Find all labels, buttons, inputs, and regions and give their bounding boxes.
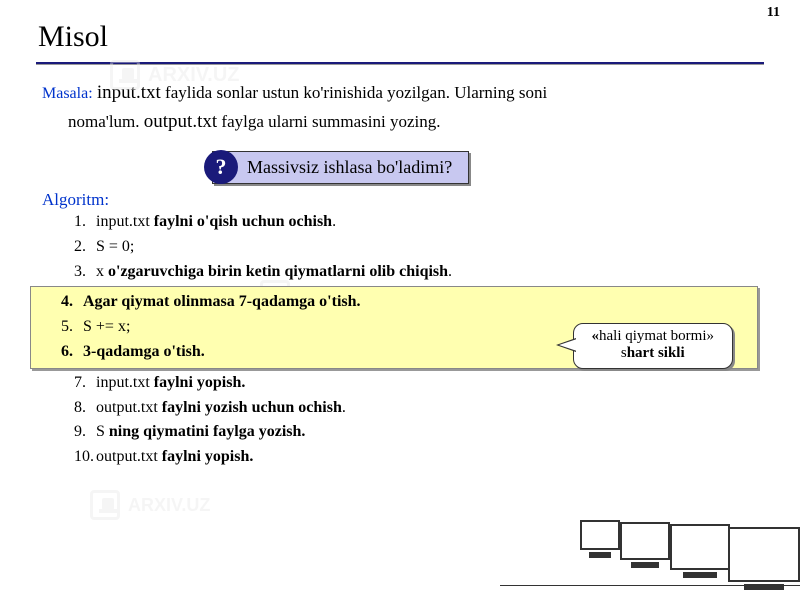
algorithm-steps: 3.x o'zgaruvchiga birin ketin qiymatlarn… (42, 260, 758, 285)
callout-box: Massivsiz ishlasa bo'ladimi? (212, 151, 469, 184)
step: 7.input.txt faylni yopish. (68, 371, 758, 396)
algorithm-label: Algoritm: (42, 190, 758, 210)
step: 2.S = 0; (68, 235, 758, 260)
algorithm-steps: 7.input.txt faylni yopish. (42, 371, 758, 396)
monitor-icon (728, 527, 800, 582)
step: 4.Agar qiymat olinmasa 7-qadamga o'tish. (55, 290, 747, 315)
watermark: ARXIV.UZ (110, 60, 240, 90)
speech-bubble: «hali qiymat bormi» shart sikli (573, 323, 733, 369)
content-area: Masala: input.txt faylida sonlar ustun k… (0, 65, 800, 470)
problem-file2: output.txt (144, 111, 217, 132)
decorative-monitors (540, 505, 800, 600)
monitor-icon (580, 520, 620, 550)
problem-text: noma'lum. (68, 112, 140, 131)
step: 8.output.txt faylni yozish uchun ochish. (68, 396, 758, 421)
step: 10.output.txt faylni yopish. (68, 445, 758, 470)
question-icon: ? (204, 150, 238, 184)
callout: ? Massivsiz ishlasa bo'ladimi? (192, 150, 758, 184)
problem-label: Masala: (42, 85, 93, 102)
algorithm-steps: 8.output.txt faylni yozish uchun ochish.… (42, 396, 758, 470)
algorithm-steps: 1.input.txt faylni o'qish uchun ochish. … (42, 210, 758, 260)
highlight-loop-box: 4.Agar qiymat olinmasa 7-qadamga o'tish.… (30, 286, 758, 368)
page-number: 11 (767, 5, 780, 21)
monitor-icon (670, 524, 730, 570)
monitor-icon (620, 522, 670, 560)
slide-title: Misol (0, 0, 800, 62)
step: 3.x o'zgaruvchiga birin ketin qiymatlarn… (68, 260, 758, 285)
watermark: ARXIV.UZ (90, 490, 210, 520)
step: 1.input.txt faylni o'qish uchun ochish. (68, 210, 758, 235)
problem-text: faylga ularni summasini yozing. (221, 112, 440, 131)
step: 9.S ning qiymatini faylga yozish. (68, 420, 758, 445)
